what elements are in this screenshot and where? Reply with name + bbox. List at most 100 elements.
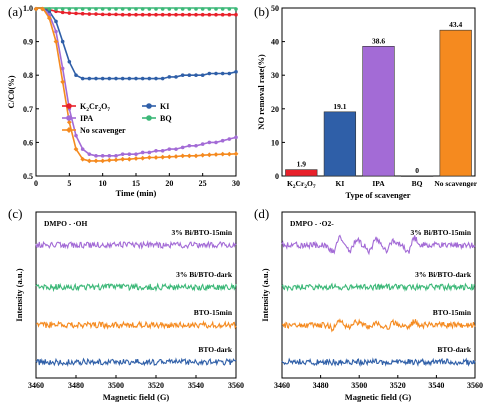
panel-a-point: [193, 153, 199, 159]
panel-a-point: [213, 152, 219, 157]
panel-a-point: [114, 154, 118, 158]
panel-a-point: [140, 7, 145, 11]
panel-a-point: [94, 7, 98, 11]
panel-a-point: [187, 73, 192, 77]
panel-c-frame: [35, 211, 237, 379]
panel-c-letter: (c): [8, 206, 22, 221]
panel-a-xtick-label: 20: [165, 179, 173, 188]
panel-a-point: [53, 39, 59, 44]
panel-b-category-label: IPA: [372, 179, 385, 188]
panel-a-point: [160, 12, 165, 17]
panel-a-point: [100, 12, 105, 17]
panel-c-annotation: DMPO - ·OH: [44, 219, 87, 228]
panel-a-point: [100, 76, 105, 81]
panel-c-ticks: 3460 3480 3500 3520 3540 3560: [28, 375, 244, 390]
panel-a-point: [60, 39, 65, 44]
panel-d-xtick-label: 3540: [428, 381, 444, 390]
panel-d-ylabel: Intensity (a.u.): [260, 268, 270, 321]
panel-a-legend-label: IPA: [80, 114, 93, 123]
panel-c-spectrum-label: BTO-15min: [194, 308, 233, 317]
panel-c-xtick-label: 3460: [28, 381, 44, 390]
panel-a-legend-label: K2Cr2O7: [80, 102, 110, 113]
panel-a-point: [187, 143, 192, 148]
panel-a-point: [74, 11, 78, 16]
panel-a-point: [153, 155, 159, 160]
panel-a-point: [206, 152, 212, 158]
panel-a-point: [114, 12, 118, 17]
panel-a-point: [146, 155, 152, 160]
panel-a-point: [234, 70, 238, 74]
panel-b-category-label: No scavenger: [434, 179, 477, 188]
panel-a-point: [107, 12, 112, 17]
panel-b-xlabel: Type of scavenger: [346, 190, 411, 200]
panel-c-xlabel: Magnetic field (G): [103, 392, 170, 402]
panel-b-value-label: 19.1: [333, 102, 346, 111]
panel-d-spectrum-line: [281, 318, 476, 333]
panel-d-spectrum-label: BTO-dark: [437, 345, 471, 354]
panel-b-value-label: 43.4: [449, 20, 462, 29]
panel-d-annotation: DMPO - ·O2-: [290, 219, 334, 228]
panel-a-point: [200, 12, 205, 17]
panel-a-point: [134, 152, 138, 156]
panel-a-point: [54, 19, 58, 24]
panel-c-spectrum-line: [35, 357, 237, 368]
panel-a-point: [147, 76, 152, 81]
panel-a-point: [220, 7, 225, 11]
panel-d-xtick-label: 3460: [274, 381, 290, 390]
panel-a-point: [67, 59, 72, 64]
panel-a-point: [87, 12, 92, 16]
panel-a-point: [86, 158, 92, 164]
panel-a-point: [233, 151, 239, 157]
panel-a-point: [33, 6, 39, 12]
panel-c-spectrum-line: [35, 240, 237, 250]
panel-a-point: [114, 76, 118, 81]
panel-b-category-label: K2Cr2O7: [287, 179, 316, 190]
panel-a-point: [234, 135, 238, 140]
panel-a-point: [80, 156, 86, 162]
panel-c-ylabel: Intensity (a.u.): [14, 268, 24, 321]
panel-a-point: [200, 152, 206, 158]
panel-a-point: [194, 143, 198, 148]
panel-a-point: [73, 146, 79, 152]
panel-a-ytick-label: 0.6: [23, 138, 33, 147]
panel-a-point: [214, 7, 218, 11]
panel-a-point: [194, 73, 198, 77]
panel-a-point: [94, 154, 98, 158]
panel-a-ytick-label: 0.9: [23, 38, 33, 47]
panel-a-point: [100, 154, 105, 158]
panel-a-point: [133, 156, 139, 161]
panel-a-point: [140, 155, 146, 161]
panel-c-series: 3% Bi/BTO-15min 3% Bi/BTO-dark BTO-15min BT…: [35, 228, 237, 368]
panel-a-point: [234, 12, 238, 17]
panel-a-point: [174, 7, 178, 11]
panel-b-ytick-label: 10: [271, 138, 279, 147]
panel-d-spectrum-label: 3% Bi/BTO-15min: [411, 228, 472, 237]
panel-a-point: [87, 76, 92, 81]
panel-a-point: [74, 73, 78, 77]
panel-d-xtick-label: 3480: [313, 381, 329, 390]
panel-a-point: [87, 152, 92, 156]
panel-b-bar: [439, 29, 472, 177]
panel-a-point: [107, 7, 112, 11]
panel-a-point: [127, 76, 132, 81]
panel-a-point: [94, 76, 98, 81]
panel-c-xtick-label: 3540: [188, 381, 204, 390]
panel-a-point: [60, 10, 65, 15]
panel-d-spectrum-line: [281, 282, 476, 292]
panel-a-point: [74, 133, 78, 138]
panel-a-ylabel: C/C0(%): [6, 75, 16, 108]
panel-b-value-label: 1.9: [297, 160, 307, 169]
panel-b-ytick-label: 40: [271, 38, 279, 47]
panel-a-point: [80, 147, 85, 151]
panel-a-point: [80, 11, 85, 16]
panel-a-point: [174, 12, 178, 17]
panel-d-spectrum-line: [281, 234, 476, 256]
panel-a-point: [140, 150, 145, 155]
panel-a-series-line: [36, 7, 237, 157]
panel-b-bar: [400, 175, 434, 177]
panel-a-point: [54, 7, 58, 11]
panel-b: (b) NO removal rate(%) Type of scavenger…: [254, 4, 478, 200]
panel-a-point: [160, 149, 165, 153]
panel-a-point: [187, 12, 192, 17]
panel-a-xtick-label: 15: [132, 179, 140, 188]
